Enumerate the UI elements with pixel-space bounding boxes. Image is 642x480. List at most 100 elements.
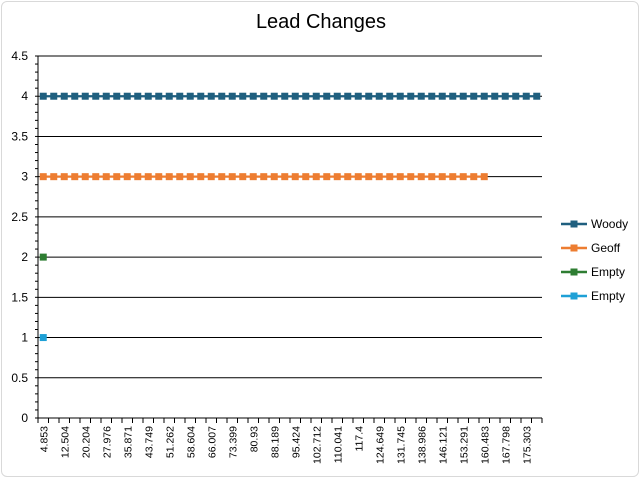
data-point	[144, 173, 152, 181]
series-2	[39, 253, 47, 261]
data-point	[239, 173, 247, 181]
y-tick-label: 3.5	[11, 129, 28, 143]
data-point	[123, 173, 131, 181]
legend-item: Empty	[561, 265, 625, 279]
legend-label: Woody	[591, 217, 628, 231]
data-point	[270, 92, 278, 100]
grid-layer	[38, 55, 542, 419]
data-point	[39, 173, 47, 181]
data-point	[270, 173, 278, 181]
x-tick-label: 124.649	[374, 426, 386, 464]
data-point	[417, 92, 425, 100]
data-point	[459, 92, 467, 100]
data-point	[186, 173, 194, 181]
data-point	[60, 173, 68, 181]
data-point	[354, 92, 362, 100]
x-tick-label: 131.745	[395, 426, 407, 464]
legend-item: Woody	[561, 217, 628, 231]
data-point	[92, 92, 100, 100]
data-point	[81, 173, 89, 181]
data-point	[480, 92, 488, 100]
y-tick-label: 1	[21, 331, 28, 345]
data-point	[333, 92, 341, 100]
data-point	[533, 92, 541, 100]
y-tick-label: 2.5	[11, 210, 28, 224]
data-point	[39, 334, 47, 342]
data-point	[239, 92, 247, 100]
data-point	[386, 92, 394, 100]
data-point	[438, 92, 446, 100]
x-tick-label: 51.262	[164, 426, 176, 458]
x-tick-label: 167.798	[500, 426, 512, 464]
data-point	[512, 92, 520, 100]
data-point	[144, 92, 152, 100]
x-tick-label: 43.749	[143, 426, 155, 458]
data-point	[113, 173, 121, 181]
x-tick-label: 80.93	[248, 426, 260, 452]
data-point	[333, 173, 341, 181]
x-tick-label: 102.712	[311, 426, 323, 464]
data-point	[113, 92, 121, 100]
y-tick-label: 0.5	[11, 371, 28, 385]
legend-marker	[570, 220, 578, 228]
data-point	[407, 173, 415, 181]
data-point	[249, 92, 257, 100]
x-tick-label: 35.871	[122, 426, 134, 458]
data-point	[480, 173, 488, 181]
data-point	[312, 173, 320, 181]
x-tick-label: 88.189	[269, 426, 281, 458]
data-point	[155, 92, 163, 100]
series-0	[39, 92, 541, 100]
data-point	[50, 173, 58, 181]
x-tick-label: 20.204	[80, 426, 92, 458]
data-point	[470, 173, 478, 181]
data-point	[123, 92, 131, 100]
data-point	[197, 92, 205, 100]
axis-layer: 0 0.5 1 1.5 2 2.5 3 3.5 4 4.5 4.853 12.504 20.204 27.…	[11, 49, 543, 464]
data-point	[291, 173, 299, 181]
data-point	[165, 92, 173, 100]
x-tick-label: 58.604	[185, 426, 197, 458]
data-point	[375, 92, 383, 100]
data-point	[323, 92, 331, 100]
data-point	[323, 173, 331, 181]
x-tick-label: 175.303	[521, 426, 533, 464]
data-point	[281, 173, 289, 181]
x-tick-label: 95.424	[290, 426, 302, 458]
series-1	[39, 173, 488, 181]
legend-item: Empty	[561, 289, 625, 303]
data-point	[312, 92, 320, 100]
data-point	[50, 92, 58, 100]
data-point	[396, 92, 404, 100]
x-tick-label: 146.121	[437, 426, 449, 464]
legend-label: Empty	[591, 265, 625, 279]
data-point	[81, 92, 89, 100]
data-point	[197, 173, 205, 181]
data-point	[449, 173, 457, 181]
data-point	[302, 92, 310, 100]
legend-label: Geoff	[591, 241, 621, 255]
data-point	[60, 92, 68, 100]
data-point	[207, 173, 215, 181]
data-point	[375, 173, 383, 181]
data-point	[186, 92, 194, 100]
data-point	[491, 92, 499, 100]
data-point	[134, 92, 142, 100]
data-point	[365, 173, 373, 181]
data-point	[260, 92, 268, 100]
data-point	[428, 92, 436, 100]
data-point	[39, 92, 47, 100]
data-point	[71, 92, 79, 100]
data-point	[386, 173, 394, 181]
data-point	[218, 173, 226, 181]
data-point	[71, 173, 79, 181]
data-point	[428, 173, 436, 181]
data-point	[134, 173, 142, 181]
legend-label: Empty	[591, 289, 625, 303]
data-point	[354, 173, 362, 181]
data-point	[291, 92, 299, 100]
legend-marker	[570, 244, 578, 252]
data-point	[102, 92, 110, 100]
